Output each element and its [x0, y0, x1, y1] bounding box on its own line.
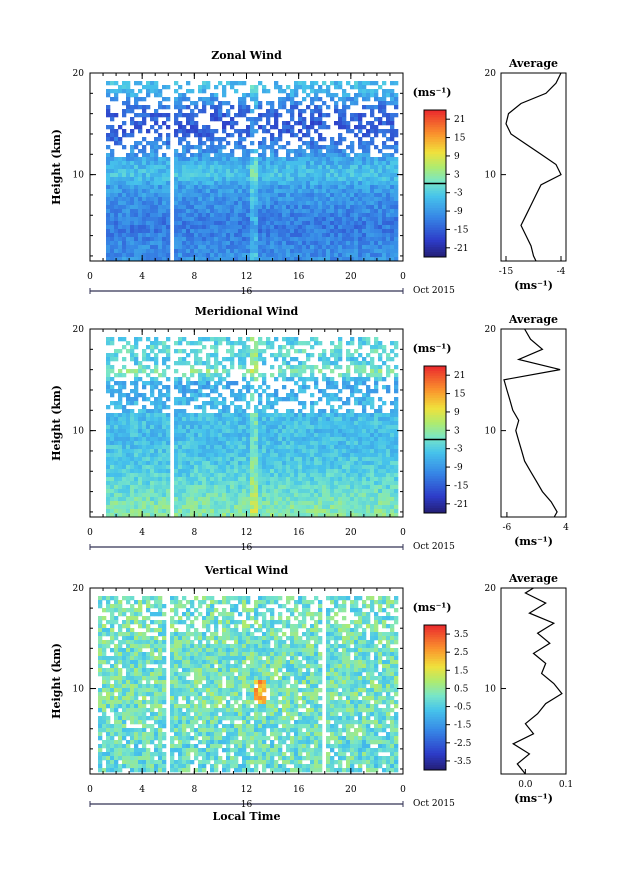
x-tick-label: 16	[293, 272, 305, 282]
x-tick-label: 20	[345, 528, 357, 538]
profile-title: Average	[508, 313, 558, 326]
colorbar-gradient	[424, 366, 446, 514]
profile-x-tick-label: -4	[557, 267, 566, 277]
heatmap-cells	[106, 337, 399, 518]
colorbar-tick-label: -3	[454, 189, 463, 199]
profile-y-tick-label: 20	[485, 69, 497, 79]
y-tick-label: 20	[73, 325, 85, 335]
profile-title: Average	[508, 57, 558, 70]
y-tick-label: 10	[73, 427, 85, 437]
date-label: Oct 2015	[413, 286, 455, 296]
profile-y-tick-label: 10	[485, 427, 497, 437]
colorbar-tick-label: -3.5	[454, 757, 472, 767]
y-tick-label: 20	[73, 584, 85, 594]
profile-line	[505, 72, 562, 262]
x-tick-label: 0	[400, 528, 406, 538]
x-tick-label: 20	[345, 785, 357, 795]
date-day-label: 16	[241, 543, 253, 553]
profile-x-tick-label: 0.1	[559, 780, 573, 790]
profile-y-tick-label: 10	[485, 685, 497, 695]
colorbar-frame	[423, 624, 447, 771]
colorbar-tick-label: 9	[454, 152, 460, 162]
y-tick-label: 10	[73, 171, 85, 181]
profile-x-tick-label: 4	[563, 523, 569, 533]
colorbar-tick-label: 3	[454, 426, 460, 436]
x-tick-label: 0	[87, 528, 93, 538]
colorbar-tick-label: -0.5	[454, 703, 472, 713]
colorbar-tick-label: 3.5	[454, 630, 469, 640]
x-axis-label: Local Time	[213, 810, 281, 823]
colorbar-tick-label: 15	[454, 134, 466, 144]
colorbar-tick-label: -21	[454, 500, 469, 510]
date-label: Oct 2015	[413, 799, 455, 809]
heatmap-cells	[106, 81, 399, 262]
profile-x-tick-label: 0.0	[518, 780, 533, 790]
y-tick-label: 10	[73, 685, 85, 695]
colorbar-tick-label: 0.5	[454, 684, 469, 694]
colorbar-tick-label: 1.5	[454, 666, 469, 676]
colorbar-tick-label: -3	[454, 445, 463, 455]
colorbar-unit: (ms⁻¹)	[413, 86, 452, 99]
colorbar-tick-label: -15	[454, 225, 469, 235]
colorbar-tick-label: 2.5	[454, 648, 469, 658]
x-tick-label: 16	[293, 528, 305, 538]
x-tick-label: 12	[241, 528, 252, 538]
x-tick-label: 12	[241, 785, 252, 795]
colorbar-tick-label: -1.5	[454, 721, 472, 731]
colorbar-unit: (ms⁻¹)	[413, 342, 452, 355]
x-tick-label: 20	[345, 272, 357, 282]
date-day-label: 16	[241, 800, 253, 810]
colorbar-tick-label: -2.5	[454, 739, 472, 749]
x-tick-label: 8	[191, 785, 197, 795]
panel-title: Meridional Wind	[195, 305, 299, 318]
x-tick-label: 0	[400, 272, 406, 282]
x-tick-label: 4	[139, 785, 145, 795]
x-tick-label: 0	[87, 272, 93, 282]
colorbar-gradient	[424, 625, 446, 771]
x-tick-label: 8	[191, 528, 197, 538]
panel-title: Vertical Wind	[204, 564, 289, 577]
date-label: Oct 2015	[413, 542, 455, 552]
profile-x-axis-label: (ms⁻¹)	[514, 535, 553, 548]
y-axis-label: Height (km)	[50, 643, 63, 719]
colorbar-tick-label: -15	[454, 481, 469, 491]
y-axis-label: Height (km)	[50, 129, 63, 205]
date-day-label: 16	[241, 287, 253, 297]
x-tick-label: 16	[293, 785, 305, 795]
colorbar-tick-label: 3	[454, 170, 460, 180]
x-tick-label: 8	[191, 272, 197, 282]
profile-frame	[500, 72, 567, 262]
profile-x-tick-label: -6	[503, 523, 512, 533]
colorbar-tick-label: 21	[454, 371, 465, 381]
profile-line	[511, 587, 563, 775]
profile-frame	[500, 587, 567, 775]
colorbar-tick-label: 9	[454, 408, 460, 418]
x-tick-label: 4	[139, 272, 145, 282]
colorbar-gradient	[424, 110, 446, 258]
x-tick-label: 0	[400, 785, 406, 795]
profile-x-axis-label: (ms⁻¹)	[514, 279, 553, 292]
x-tick-label: 12	[241, 272, 252, 282]
colorbar-tick-label: 15	[454, 390, 466, 400]
heatmap-cells	[98, 596, 399, 773]
profile-y-tick-label: 20	[485, 325, 497, 335]
panel-title: Zonal Wind	[211, 49, 282, 62]
x-tick-label: 0	[87, 785, 93, 795]
y-tick-label: 20	[73, 69, 85, 79]
profile-y-tick-label: 20	[485, 584, 497, 594]
x-tick-label: 4	[139, 528, 145, 538]
colorbar-tick-label: -21	[454, 244, 469, 254]
profile-title: Average	[508, 572, 558, 585]
colorbar-tick-label: -9	[454, 463, 463, 473]
profile-y-tick-label: 10	[485, 171, 497, 181]
colorbar-tick-label: -9	[454, 207, 463, 217]
profile-line	[503, 328, 561, 518]
profile-frame	[500, 328, 567, 518]
profile-x-axis-label: (ms⁻¹)	[514, 792, 553, 805]
colorbar-tick-label: 21	[454, 115, 465, 125]
profile-x-tick-label: -15	[499, 267, 514, 277]
colorbar-unit: (ms⁻¹)	[413, 601, 452, 614]
y-axis-label: Height (km)	[50, 385, 63, 461]
